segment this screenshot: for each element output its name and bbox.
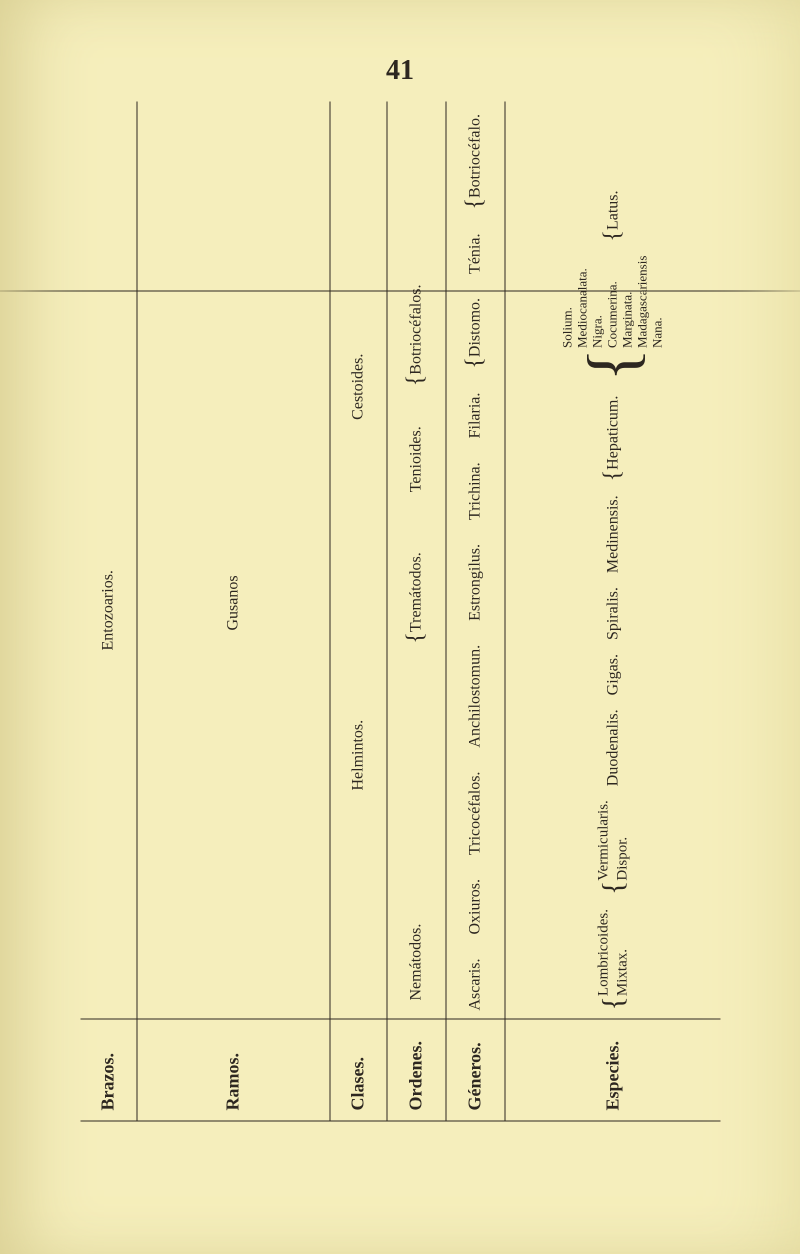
brazos-val-0: Entozoarios. [99, 570, 117, 650]
ordenes-val-3: Botriocéfalos. [407, 285, 425, 375]
content-ordenes: Nemátodos. { Tremátodos. Tenioides. { Bo… [387, 102, 446, 1020]
content-especies: { Lombricoides. Mixtax. { Vermicularis. … [505, 102, 720, 1020]
label-brazos: Brazos. [81, 1019, 137, 1121]
esp-val-14: Madagascariensis [635, 256, 650, 348]
clases-val-1: Cestoides. [349, 354, 367, 420]
brace-icon: { [407, 632, 426, 644]
esp-val-15: Nana. [650, 256, 665, 348]
esp-val-5: Gigas. [604, 654, 622, 695]
esp-val-0: Lombricoides. [594, 909, 613, 996]
esp-val-9: Solium. [561, 256, 576, 348]
brace-icon: { [585, 348, 641, 382]
generos-val-9: Botriocéfalo. [466, 114, 484, 198]
row-ordenes: Ordenes. Nemátodos. { Tremátodos. Tenioi… [387, 102, 446, 1122]
esp-val-16: Latus. [604, 191, 622, 231]
esp-group-e: { Latus. [603, 191, 622, 242]
esp-val-4: Duodenalis. [604, 709, 622, 786]
esp-val-12: Cocumerina. [606, 256, 621, 348]
esp-val-2: Vermicularis. [594, 800, 613, 880]
generos-val-8: Ténia. [466, 234, 484, 274]
esp-val-6: Spiralis. [604, 587, 622, 640]
brace-icon: { [603, 470, 622, 482]
esp-val-10: Mediocanalata. [576, 256, 591, 348]
label-clases: Clases. [330, 1019, 387, 1121]
ordenes-group-3: { Botriocéfalos. [407, 285, 426, 387]
generos-val-5: Trichina. [466, 462, 484, 520]
esp-group-b: { Vermicularis. Dispor. [594, 800, 632, 895]
ordenes-val-2: Tenioides. [407, 426, 425, 492]
taxonomy-table: Brazos. Entozoarios. Ramos. Gusanos [81, 102, 721, 1122]
generos-val-7: Distomo. [466, 298, 484, 357]
ordenes-val-1: Tremátodos. [407, 552, 425, 632]
esp-val-13: Marginata. [621, 256, 636, 348]
esp-group-d: { Solium. Mediocanalata. Nigra. Cocumeri… [561, 256, 666, 382]
row-generos: Géneros. Ascaris. Oxiuros. Tricocéfalos.… [446, 102, 505, 1122]
esp-val-1: Mixtax. [613, 909, 632, 996]
row-ramos: Ramos. Gusanos [137, 102, 330, 1122]
generos-val-1: Oxiuros. [466, 879, 484, 935]
esp-val-8: Hepaticum. [604, 396, 622, 470]
content-ramos: Gusanos [137, 102, 330, 1020]
ramos-val-0: Gusanos [224, 575, 242, 630]
row-especies: Especies. { Lombricoides. Mixtax. { [505, 102, 720, 1122]
label-especies: Especies. [505, 1019, 720, 1121]
generos-val-6: Filaria. [466, 393, 484, 439]
esp-group-a: { Lombricoides. Mixtax. [594, 909, 632, 1010]
row-brazos: Brazos. Entozoarios. [81, 102, 137, 1122]
generos-val-2: Tricocéfalos. [466, 772, 484, 855]
brace-icon: { [466, 198, 485, 210]
content-clases: Helmintos. Cestoides. [330, 102, 387, 1020]
page-number: 41 [0, 55, 800, 87]
row-clases: Clases. Helmintos. Cestoides. [330, 102, 387, 1122]
generos-group-7: { Distomo. [466, 298, 485, 369]
label-generos: Géneros. [446, 1019, 505, 1121]
generos-val-3: Anchilostomun. [466, 645, 484, 748]
esp-group-c: { Hepaticum. [603, 396, 622, 482]
brace-icon: { [601, 881, 625, 895]
content-brazos: Entozoarios. [81, 102, 137, 1020]
brace-icon: { [603, 230, 622, 242]
taxonomy-chart: Brazos. Entozoarios. Ramos. Gusanos [0, 291, 800, 932]
label-ramos: Ramos. [137, 1019, 330, 1121]
generos-val-0: Ascaris. [466, 959, 484, 1011]
page: 41 Brazos. Entozoarios. Ramos. Gusanos [0, 0, 800, 1254]
brace-icon: { [466, 357, 485, 369]
label-ordenes: Ordenes. [387, 1019, 446, 1121]
generos-group-9: { Botriocéfalo. [466, 114, 485, 210]
esp-val-3: Dispor. [613, 800, 632, 880]
brace-icon: { [407, 375, 426, 387]
esp-val-11: Nigra. [591, 256, 606, 348]
content-generos: Ascaris. Oxiuros. Tricocéfalos. Anchilos… [446, 102, 505, 1020]
brace-icon: { [601, 996, 625, 1010]
esp-val-7: Medinensis. [604, 495, 622, 573]
generos-val-4: Estrongilus. [466, 544, 484, 621]
ordenes-group-1: { Tremátodos. [407, 552, 426, 643]
clases-val-0: Helmintos. [349, 720, 367, 791]
ordenes-val-0: Nemátodos. [407, 924, 425, 1001]
